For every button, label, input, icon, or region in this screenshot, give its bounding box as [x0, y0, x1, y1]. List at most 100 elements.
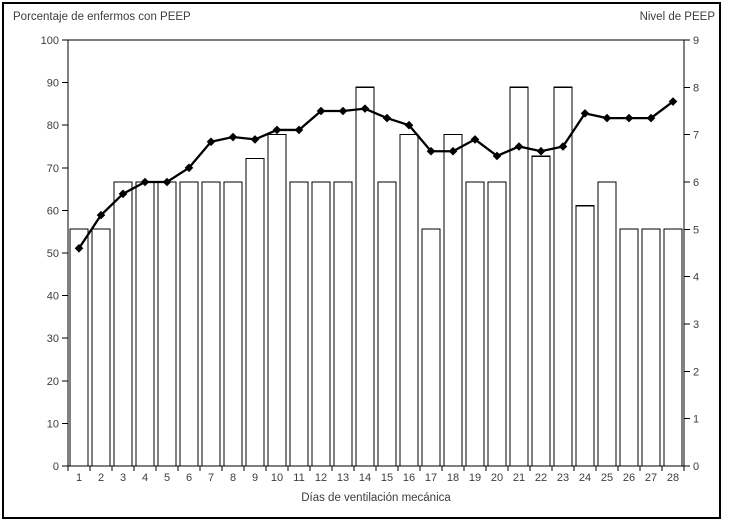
x-tick-label: 13	[337, 472, 349, 484]
x-tick-label: 25	[601, 472, 613, 484]
peep-marker-day-24	[580, 109, 590, 118]
x-tick-label: 2	[98, 472, 104, 484]
bar-day-27	[641, 228, 661, 467]
bar-day-28	[663, 228, 683, 467]
bar-day-12	[311, 181, 331, 467]
bar-day-25	[597, 181, 617, 467]
x-tick-label: 21	[513, 472, 525, 484]
right-axis-tick-label: 1	[693, 414, 699, 426]
bar-day-26	[619, 228, 639, 467]
bar-day-19	[465, 181, 485, 467]
peep-marker-day-23	[558, 142, 568, 151]
x-tick-label: 20	[491, 472, 503, 484]
peep-marker-day-15	[382, 113, 392, 123]
right-axis-tick-label: 4	[693, 272, 699, 284]
peep-marker-day-27	[646, 113, 656, 123]
peep-marker-day-7	[206, 137, 216, 147]
right-axis-title: Nivel de PEEP	[639, 11, 715, 23]
x-tick-label: 26	[623, 472, 635, 484]
right-axis-tick-label: 0	[693, 461, 699, 473]
peep-marker-day-8	[228, 132, 238, 142]
bar-day-5	[157, 181, 177, 467]
peep-marker-day-26	[624, 113, 634, 123]
x-tick-label: 24	[579, 472, 591, 484]
peep-marker-day-18	[448, 146, 458, 156]
x-tick-label: 18	[447, 472, 459, 484]
right-axis-tick-label: 3	[693, 319, 699, 331]
x-tick-label: 23	[557, 472, 569, 484]
peep-marker-day-17	[426, 146, 436, 156]
x-tick-label: 22	[535, 472, 547, 484]
peep-marker-day-16	[404, 120, 414, 130]
peep-marker-day-4	[140, 177, 150, 187]
left-axis-tick-label: 60	[47, 205, 59, 217]
bar-day-7	[201, 181, 221, 467]
right-axis-tick-label: 2	[693, 366, 699, 378]
bar-day-17	[421, 228, 441, 467]
right-axis-tick-label: 9	[693, 35, 699, 47]
x-tick-label: 14	[359, 472, 371, 484]
peep-marker-day-14	[360, 104, 370, 113]
peep-marker-day-12	[316, 106, 326, 116]
bar-day-20	[487, 181, 507, 467]
x-tick-label: 17	[425, 472, 437, 484]
bar-day-24	[575, 205, 595, 467]
bar-day-10	[267, 133, 287, 467]
peep-marker-day-21	[514, 142, 524, 151]
x-axis-title: Días de ventilación mecánica	[301, 492, 451, 504]
left-axis-tick-label: 40	[47, 291, 59, 303]
peep-marker-day-9	[250, 135, 260, 144]
left-axis-tick-label: 30	[47, 333, 59, 345]
bar-day-11	[289, 181, 309, 467]
peep-marker-day-5	[162, 177, 172, 187]
peep-marker-day-25	[602, 113, 612, 123]
bar-day-21	[509, 86, 529, 467]
bar-day-4	[135, 181, 155, 467]
peep-marker-day-11	[294, 125, 304, 135]
right-axis-tick-label: 5	[693, 224, 699, 236]
bar-day-16	[399, 133, 419, 467]
bar-day-3	[113, 181, 133, 467]
peep-marker-day-10	[272, 125, 282, 135]
x-tick-label: 15	[381, 472, 393, 484]
peep-marker-day-6	[184, 163, 194, 173]
bar-day-18	[443, 133, 463, 467]
x-tick-label: 27	[645, 472, 657, 484]
left-axis-tick-label: 70	[47, 163, 59, 175]
peep-marker-day-19	[470, 135, 480, 144]
left-axis-tick-label: 80	[47, 120, 59, 132]
x-tick-label: 16	[403, 472, 415, 484]
bar-day-14	[355, 86, 375, 467]
x-tick-label: 9	[252, 472, 258, 484]
bar-day-8	[223, 181, 243, 467]
peep-marker-day-2	[96, 210, 106, 220]
x-tick-label: 12	[315, 472, 327, 484]
right-axis-tick-label: 8	[693, 82, 699, 94]
x-tick-label: 8	[230, 472, 236, 484]
bar-day-1	[69, 228, 89, 467]
x-tick-label: 10	[271, 472, 283, 484]
x-tick-label: 5	[164, 472, 170, 484]
bar-day-6	[179, 181, 199, 467]
left-axis-tick-label: 10	[47, 418, 59, 430]
bar-day-15	[377, 181, 397, 467]
x-tick-label: 3	[120, 472, 126, 484]
peep-level-line	[78, 100, 674, 249]
x-tick-label: 6	[186, 472, 192, 484]
x-tick-label: 28	[667, 472, 679, 484]
x-tick-label: 11	[293, 472, 304, 484]
left-axis-tick-label: 100	[41, 35, 59, 47]
peep-marker-day-22	[536, 146, 546, 156]
left-axis-tick-label: 90	[47, 78, 59, 90]
x-tick-label: 4	[142, 472, 148, 484]
peep-marker-day-20	[492, 151, 502, 161]
left-axis-tick-label: 20	[47, 376, 59, 388]
left-axis-title: Porcentaje de enfermos con PEEP	[13, 11, 191, 23]
bar-day-23	[553, 86, 573, 467]
right-axis-tick-label: 7	[693, 130, 699, 142]
left-axis-tick-label: 0	[53, 461, 59, 473]
left-axis-tick-label: 50	[47, 248, 59, 260]
x-tick-label: 7	[208, 472, 214, 484]
right-axis-tick-label: 6	[693, 177, 699, 189]
